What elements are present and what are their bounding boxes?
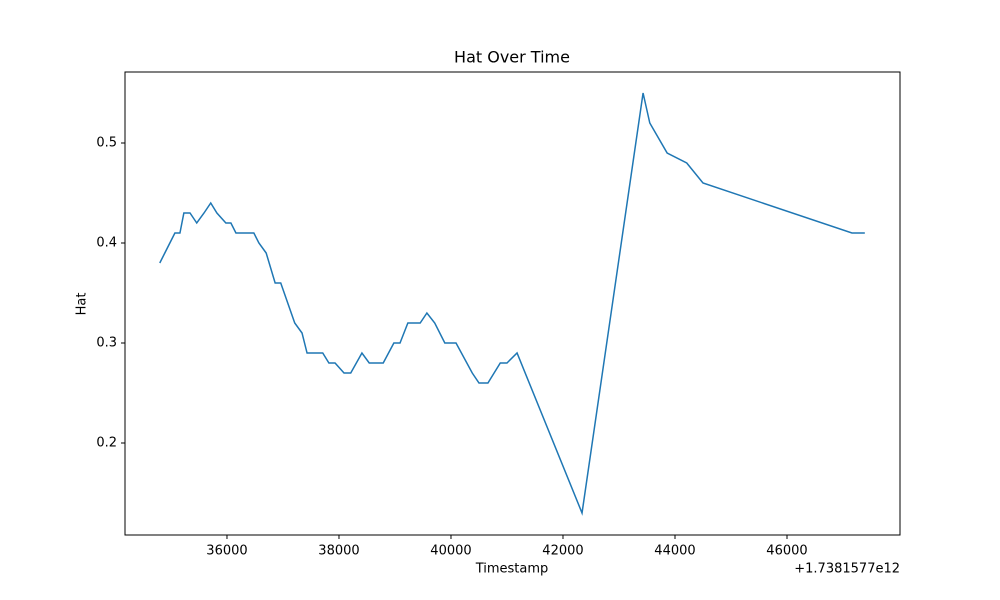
y-axis-label: Hat xyxy=(75,293,90,316)
x-tick-label: 42000 xyxy=(542,544,583,559)
y-tick-label: 0.4 xyxy=(96,236,117,251)
x-tick-label: 36000 xyxy=(206,544,247,559)
y-tick-label: 0.2 xyxy=(96,436,117,451)
chart-title: Hat Over Time xyxy=(454,48,570,67)
y-tick-label: 0.3 xyxy=(96,336,117,351)
x-tick-label: 40000 xyxy=(430,544,471,559)
data-line xyxy=(159,92,865,516)
x-axis-label: Timestamp xyxy=(475,562,549,577)
x-tick-label: 44000 xyxy=(654,544,695,559)
x-tick-label: 38000 xyxy=(318,544,359,559)
x-tick-label: 46000 xyxy=(766,544,807,559)
y-tick-label: 0.5 xyxy=(96,136,117,151)
x-offset-label: +1.7381577e12 xyxy=(794,562,900,577)
plot-frame xyxy=(124,71,901,536)
